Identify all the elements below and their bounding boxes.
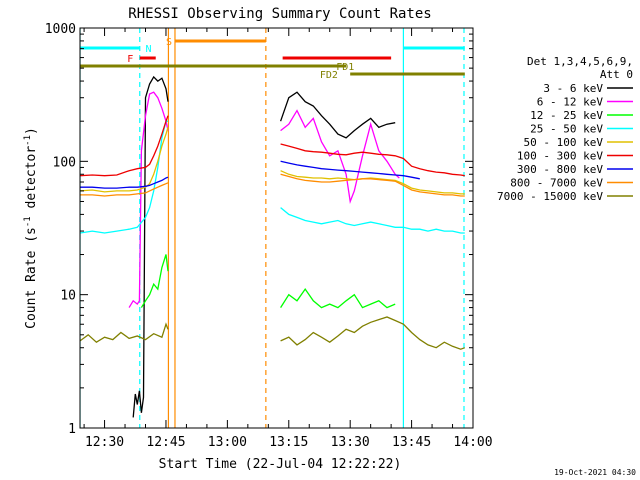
x-tick-label-1: 12:30	[85, 435, 124, 450]
legend-header-line2: Att 0	[600, 68, 633, 81]
series-line-6-part-1	[80, 115, 169, 177]
y-tick-label-4: 1000	[45, 22, 76, 37]
y-tick-label-1: 1	[68, 422, 76, 437]
series-line-3-part-1	[140, 254, 169, 308]
x-tick-label-2: 12:45	[146, 435, 185, 450]
series-line-5-part-1	[80, 127, 169, 193]
flag-label-s: S	[166, 37, 172, 48]
series-line-6-part-2	[280, 143, 465, 177]
legend-label-7: 300 - 800 keV	[517, 163, 603, 176]
series-line-9-part-2	[280, 316, 466, 350]
legend-label-1: 3 - 6 keV	[543, 82, 603, 95]
flag-label-n: N	[146, 44, 152, 55]
series-line-1-part-1	[132, 75, 169, 418]
timestamp: 19-Oct-2021 04:30	[554, 468, 636, 477]
x-tick-label-3: 13:00	[208, 435, 247, 450]
series-line-3-part-2	[280, 287, 396, 309]
y-axis-label-end: )	[24, 127, 39, 135]
series-line-1-part-2	[279, 91, 396, 139]
y-axis-label-sup1: -1	[23, 216, 33, 227]
x-tick-label-6: 13:45	[392, 435, 431, 450]
flag-label-fd2: FD2	[320, 70, 338, 81]
series-line-4-part-1	[80, 120, 168, 234]
series-line-8-part-1	[80, 182, 169, 197]
series-line-8-part-2	[280, 173, 465, 197]
y-axis-label: Count Rate (s-1 detector-1)	[23, 127, 39, 329]
series-line-5-part-2	[280, 170, 465, 195]
series-line-4-part-2	[280, 207, 465, 234]
legend-label-4: 25 - 50 keV	[530, 123, 603, 136]
flag-label-f: F	[127, 54, 133, 65]
chart-title: RHESSI Observing Summary Count Rates	[128, 6, 431, 22]
legend-label-8: 800 - 7000 keV	[510, 177, 603, 190]
series-line-2-part-2	[280, 109, 400, 205]
legend-label-2: 6 - 12 keV	[537, 96, 604, 109]
series-line-2-part-1	[128, 91, 169, 308]
y-tick-label-2: 10	[60, 289, 76, 304]
legend-label-9: 7000 - 15000 keV	[497, 190, 603, 203]
legend-label-6: 100 - 300 keV	[517, 150, 603, 163]
legend-label-3: 12 - 25 keV	[530, 109, 603, 122]
series-line-7-part-1	[80, 176, 169, 189]
series-line-9-part-1	[80, 322, 169, 344]
series-line-7-part-2	[280, 160, 420, 180]
y-axis-label-sup2: -1	[23, 135, 33, 146]
x-tick-label-7: 14:00	[453, 435, 492, 450]
legend-header-line1: Det 1,3,4,5,6,9,	[527, 55, 633, 68]
x-axis-label: Start Time (22-Jul-04 12:22:22)	[159, 457, 402, 472]
y-axis-label-mid: detector	[24, 146, 39, 217]
y-tick-label-3: 100	[53, 155, 76, 170]
y-axis-label-main: Count Rate (s	[24, 227, 39, 329]
legend-label-5: 50 - 100 keV	[524, 136, 604, 149]
flag-label-fd1: FD1	[336, 62, 354, 73]
x-tick-label-5: 13:30	[331, 435, 370, 450]
plot-frame	[79, 27, 474, 429]
x-tick-label-4: 13:15	[269, 435, 308, 450]
